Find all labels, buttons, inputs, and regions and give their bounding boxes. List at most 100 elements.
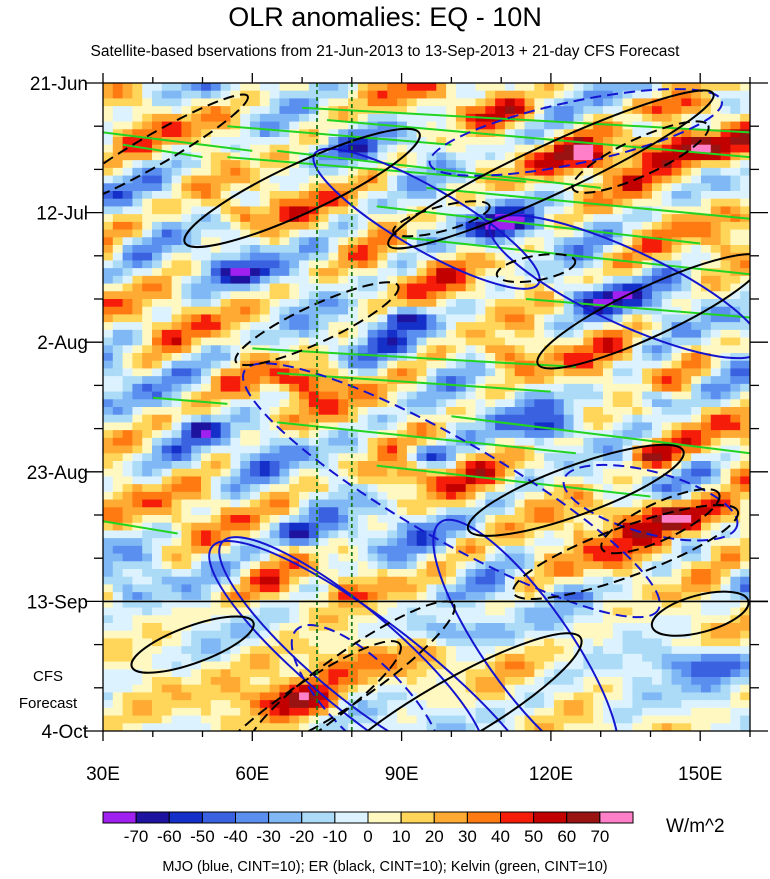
- olr-cell: [171, 399, 183, 408]
- olr-cell: [318, 283, 330, 292]
- olr-cell: [122, 345, 134, 354]
- olr-cell: [710, 229, 722, 238]
- olr-cell: [299, 407, 310, 416]
- olr-cell: [416, 414, 428, 424]
- olr-cell: [465, 383, 477, 393]
- olr-cell: [671, 445, 682, 454]
- olr-cell: [201, 98, 212, 107]
- olr-cell: [700, 191, 712, 200]
- olr-cell: [465, 113, 477, 123]
- olr-cell: [651, 129, 663, 138]
- olr-cell: [269, 291, 281, 300]
- olr-cell: [485, 430, 496, 439]
- olr-cell: [377, 245, 388, 254]
- olr-cell: [602, 407, 614, 416]
- olr-cell: [299, 83, 310, 92]
- olr-cell: [720, 561, 731, 570]
- olr-cell: [416, 484, 428, 493]
- olr-cell: [514, 661, 526, 670]
- olr-cell: [289, 337, 300, 346]
- olr-cell: [514, 360, 526, 370]
- olr-cell: [161, 646, 173, 655]
- olr-cell: [387, 515, 398, 524]
- olr-cell: [544, 507, 555, 516]
- olr-cell: [661, 545, 673, 555]
- olr-cell: [593, 121, 604, 130]
- olr-cell: [632, 214, 643, 223]
- olr-cell: [455, 476, 467, 485]
- olr-cell: [279, 98, 290, 107]
- olr-cell: [161, 553, 173, 562]
- olr-cell: [289, 599, 300, 609]
- olr-cell: [181, 221, 192, 231]
- olr-cell: [367, 430, 379, 439]
- olr-cell: [328, 322, 339, 331]
- olr-cell: [710, 129, 722, 138]
- olr-cell: [152, 106, 163, 115]
- olr-cell: [740, 98, 750, 107]
- olr-cell: [259, 314, 271, 323]
- olr-cell: [308, 584, 320, 593]
- olr-cell: [259, 237, 271, 246]
- olr-cell: [357, 368, 369, 377]
- olr-cell: [573, 121, 584, 130]
- olr-cell: [328, 530, 339, 539]
- olr-cell: [602, 137, 614, 146]
- olr-cell: [700, 291, 712, 300]
- olr-cell: [122, 329, 134, 339]
- olr-cell: [720, 422, 731, 431]
- olr-cell: [485, 283, 496, 292]
- olr-cell: [622, 214, 633, 223]
- olr-cell: [328, 299, 339, 308]
- olr-cell: [299, 229, 310, 238]
- olr-cell: [377, 515, 388, 524]
- olr-cell: [308, 198, 320, 208]
- olr-cell: [161, 592, 173, 601]
- olr-cell: [730, 553, 741, 562]
- olr-cell: [308, 221, 320, 231]
- olr-cell: [142, 623, 153, 632]
- olr-cell: [318, 484, 330, 493]
- olr-cell: [700, 98, 712, 107]
- olr-cell: [318, 476, 330, 485]
- olr-cell: [210, 576, 222, 586]
- olr-cell: [220, 337, 232, 346]
- olr-cell: [161, 522, 173, 532]
- olr-cell: [387, 638, 398, 647]
- olr-cell: [328, 260, 339, 269]
- olr-cell: [563, 275, 575, 285]
- olr-cell: [299, 507, 310, 516]
- olr-cell: [230, 607, 241, 616]
- olr-cell: [191, 183, 202, 192]
- olr-cell: [201, 484, 212, 493]
- olr-cell: [583, 98, 594, 107]
- olr-cell: [191, 175, 202, 184]
- olr-cell: [367, 175, 379, 184]
- olr-cell: [220, 329, 232, 339]
- olr-cell: [436, 407, 447, 416]
- olr-cell: [191, 437, 202, 447]
- olr-cell: [730, 206, 741, 215]
- olr-cell: [553, 106, 565, 115]
- olr-cell: [553, 368, 565, 377]
- olr-cell: [593, 353, 604, 362]
- olr-cell: [475, 329, 486, 339]
- olr-cell: [495, 561, 506, 570]
- olr-cell: [583, 113, 594, 123]
- olr-cell: [622, 152, 633, 161]
- olr-cell: [240, 515, 251, 524]
- olr-cell: [132, 545, 143, 555]
- olr-cell: [132, 167, 143, 177]
- olr-cell: [181, 260, 192, 269]
- olr-cell: [289, 137, 300, 146]
- olr-cell: [465, 569, 477, 578]
- olr-cell: [465, 90, 477, 100]
- olr-cell: [406, 630, 418, 640]
- olr-cell: [220, 90, 232, 100]
- olr-cell: [318, 345, 330, 354]
- olr-cell: [632, 260, 643, 269]
- olr-cell: [485, 376, 496, 385]
- olr-cell: [534, 399, 545, 408]
- olr-cell: [416, 283, 428, 292]
- olr-cell: [651, 383, 663, 393]
